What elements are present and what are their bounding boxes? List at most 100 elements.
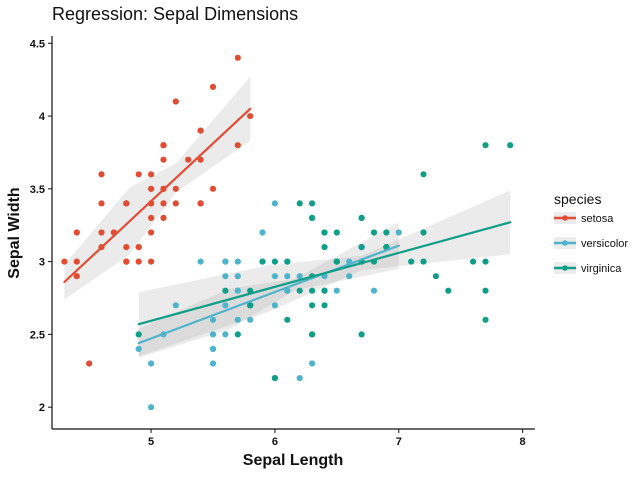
data-point-versicolor: [209, 331, 217, 338]
data-point-virginica: [309, 302, 316, 309]
data-point-setosa: [247, 113, 254, 120]
data-point-setosa: [148, 185, 155, 192]
data-point-virginica: [321, 302, 328, 309]
data-point-setosa: [234, 142, 241, 149]
data-point-setosa: [73, 229, 80, 236]
data-point-setosa: [148, 258, 155, 265]
legend-item-versicolor: versicolor: [554, 237, 628, 250]
data-point-setosa: [209, 83, 217, 90]
data-point-setosa: [160, 214, 167, 221]
y-axis-label: Sepal Width: [6, 187, 23, 278]
data-point-virginica: [321, 244, 328, 251]
data-point-virginica: [135, 331, 142, 338]
data-point-setosa: [123, 258, 130, 265]
series-virginica: [135, 142, 514, 382]
data-point-virginica: [259, 258, 266, 265]
data-point-versicolor: [271, 273, 278, 280]
legend-item-virginica: virginica: [554, 262, 622, 275]
data-point-virginica: [309, 200, 316, 207]
data-point-setosa: [98, 229, 105, 236]
data-point-versicolor: [234, 258, 241, 265]
data-point-versicolor: [135, 345, 142, 352]
data-point-virginica: [284, 258, 291, 265]
data-point-setosa: [185, 156, 192, 163]
data-point-virginica: [358, 244, 365, 251]
data-point-versicolor: [247, 316, 254, 323]
data-point-virginica: [271, 258, 278, 265]
legend-label-setosa: setosa: [581, 213, 614, 225]
x-axis-label: Sepal Length: [243, 452, 343, 469]
confidence-band-setosa: [64, 76, 251, 300]
legend-marker-virginica: [562, 265, 568, 271]
data-point-versicolor: [370, 287, 378, 294]
data-point-virginica: [420, 258, 427, 265]
data-point-virginica: [284, 316, 291, 323]
data-point-setosa: [86, 360, 93, 367]
y-tick-label: 4: [39, 111, 46, 123]
legend-label-virginica: virginica: [581, 263, 622, 275]
data-point-virginica: [370, 229, 378, 236]
data-point-versicolor: [234, 287, 241, 294]
data-point-versicolor: [197, 258, 204, 265]
data-point-virginica: [309, 287, 316, 294]
data-point-setosa: [98, 171, 105, 178]
regression-line-setosa: [63, 107, 252, 284]
regression-line-versicolor: [137, 244, 400, 345]
data-point-virginica: [234, 331, 241, 338]
data-point-setosa: [160, 200, 167, 207]
y-tick-label: 3: [39, 257, 45, 269]
data-point-virginica: [296, 200, 303, 207]
legend-title: species: [554, 191, 601, 207]
data-point-setosa: [172, 98, 179, 105]
data-point-versicolor: [222, 302, 229, 309]
data-point-versicolor: [296, 375, 303, 382]
data-point-setosa: [172, 200, 179, 207]
legend-item-setosa: setosa: [554, 212, 614, 225]
data-point-setosa: [148, 171, 155, 178]
data-point-virginica: [408, 258, 415, 265]
data-point-versicolor: [309, 360, 316, 367]
data-point-versicolor: [209, 345, 217, 352]
data-point-virginica: [482, 142, 489, 149]
data-point-setosa: [135, 244, 142, 251]
data-point-versicolor: [222, 273, 229, 280]
data-point-virginica: [420, 171, 427, 178]
data-point-versicolor: [395, 229, 402, 236]
data-point-versicolor: [148, 404, 155, 411]
data-point-setosa: [234, 54, 241, 61]
regression-line-virginica: [137, 221, 512, 326]
legend-marker-versicolor: [562, 240, 568, 246]
data-point-virginica: [309, 214, 316, 221]
legend-label-versicolor: versicolor: [581, 238, 628, 250]
data-point-versicolor: [234, 316, 241, 323]
data-point-versicolor: [296, 273, 303, 280]
data-point-versicolor: [333, 287, 340, 294]
data-point-versicolor: [284, 273, 291, 280]
data-point-virginica: [445, 287, 452, 294]
data-point-virginica: [358, 331, 365, 338]
data-point-versicolor: [271, 302, 278, 309]
data-point-virginica: [507, 142, 514, 149]
data-point-setosa: [197, 127, 204, 134]
y-tick-label: 3.5: [30, 184, 45, 196]
data-point-virginica: [333, 229, 340, 236]
x-tick-label: 8: [520, 436, 526, 448]
data-point-setosa: [197, 156, 204, 163]
data-point-versicolor: [259, 229, 266, 236]
data-point-virginica: [358, 214, 365, 221]
y-tick-label: 4.5: [30, 38, 45, 50]
data-point-virginica: [333, 258, 340, 265]
data-point-virginica: [247, 302, 254, 309]
data-point-setosa: [135, 258, 142, 265]
data-point-virginica: [482, 287, 489, 294]
data-point-setosa: [123, 200, 130, 207]
plot-area: [61, 54, 514, 411]
data-point-setosa: [160, 142, 167, 149]
data-point-setosa: [209, 185, 217, 192]
data-point-virginica: [222, 287, 229, 294]
x-axis-ticks: 5 6 7 8: [148, 429, 526, 448]
data-point-virginica: [420, 229, 427, 236]
x-tick-label: 7: [396, 436, 402, 448]
legend: species setosa versicolor virginica: [554, 191, 628, 275]
x-tick-label: 5: [148, 436, 154, 448]
